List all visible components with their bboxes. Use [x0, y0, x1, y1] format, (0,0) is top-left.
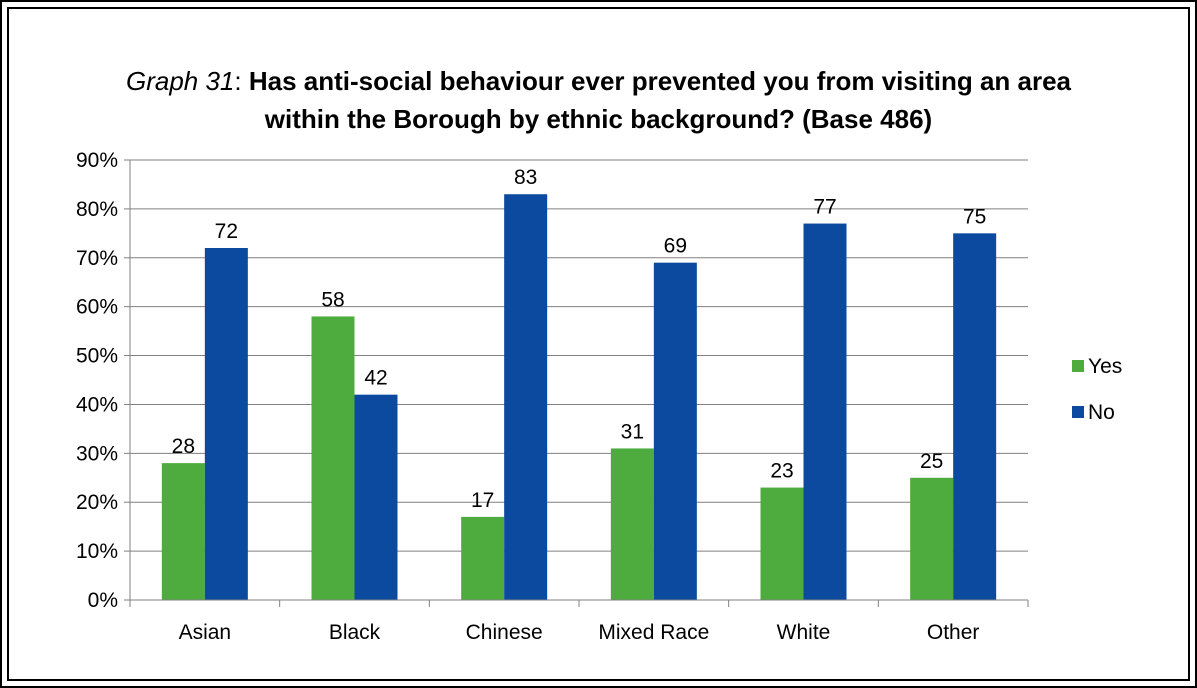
- data-label: 72: [215, 220, 238, 243]
- data-label: 28: [172, 435, 195, 458]
- data-label: 42: [364, 367, 387, 390]
- data-label: 31: [621, 420, 644, 443]
- bar-no: [803, 223, 847, 601]
- chart-title: Graph 31: Has anti-social behaviour ever…: [0, 62, 1197, 138]
- bar-yes: [610, 448, 654, 600]
- legend-swatch-yes: [1072, 360, 1084, 372]
- bar-no: [204, 248, 248, 600]
- bar-no: [653, 262, 697, 600]
- legend-swatch-no: [1072, 406, 1084, 418]
- data-label: 58: [321, 288, 344, 311]
- data-label: 83: [514, 166, 537, 189]
- x-tick-label: Other: [927, 621, 980, 644]
- chart-title-prefix: Graph 31: [125, 66, 235, 96]
- bar-yes: [161, 463, 205, 600]
- y-tick-label: 60%: [76, 296, 118, 319]
- chart-title-text-line2: within the Borough by ethnic background?…: [264, 104, 933, 134]
- y-tick-label: 20%: [76, 491, 118, 514]
- y-tick-label: 70%: [76, 247, 118, 270]
- bar-yes: [910, 477, 954, 600]
- y-tick-label: 10%: [76, 540, 118, 563]
- bar-yes: [760, 487, 804, 600]
- bar-yes: [461, 516, 505, 600]
- chart-title-separator: :: [234, 66, 249, 96]
- x-tick-label: Mixed Race: [598, 621, 709, 644]
- x-tick-label: Chinese: [466, 621, 543, 644]
- chart-frame-inner: [7, 7, 1190, 681]
- y-tick-label: 30%: [76, 442, 118, 465]
- chart-title-line1: Graph 31: Has anti-social behaviour ever…: [0, 62, 1197, 100]
- x-tick-label: Black: [329, 621, 381, 644]
- legend-label-yes: Yes: [1088, 355, 1122, 378]
- x-tick-label: Asian: [179, 621, 232, 644]
- y-tick-label: 40%: [76, 393, 118, 416]
- data-label: 69: [664, 235, 687, 258]
- y-tick-label: 0%: [88, 589, 118, 612]
- y-tick-label: 50%: [76, 345, 118, 368]
- bar-yes: [311, 316, 355, 600]
- data-label: 23: [770, 460, 793, 483]
- bar-no: [953, 233, 997, 601]
- bar-no: [354, 394, 398, 600]
- y-tick-label: 80%: [76, 198, 118, 221]
- y-tick-label: 90%: [76, 149, 118, 172]
- data-label: 75: [963, 205, 986, 228]
- data-label: 17: [471, 489, 494, 512]
- chart-title-text-line1: Has anti-social behaviour ever prevented…: [248, 66, 1072, 96]
- x-tick-label: White: [777, 621, 831, 644]
- data-label: 77: [813, 196, 836, 219]
- data-label: 25: [920, 450, 943, 473]
- legend-label-no: No: [1088, 401, 1115, 424]
- bar-no: [504, 194, 548, 600]
